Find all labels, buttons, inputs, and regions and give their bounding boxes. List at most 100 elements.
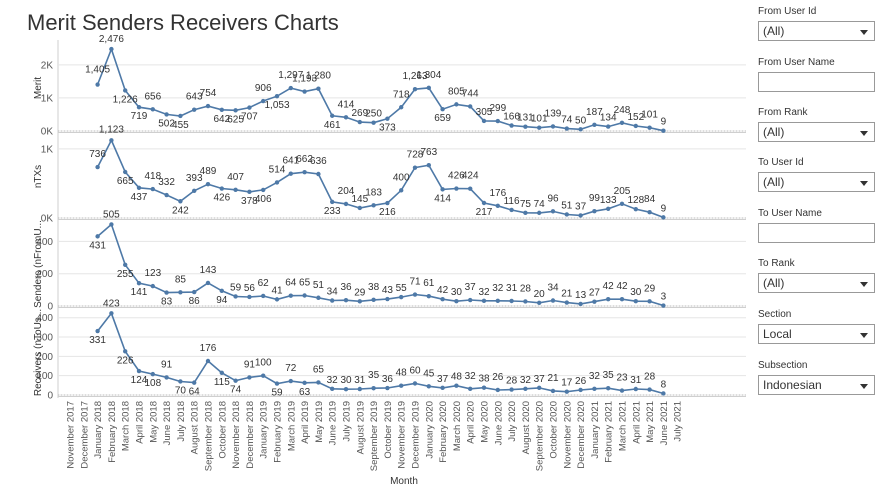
x-tick-label: August 2018 <box>190 401 201 454</box>
data-point <box>633 123 638 129</box>
filter-dropdown[interactable]: (All) <box>758 172 875 192</box>
data-point <box>647 387 652 392</box>
x-tick-label: September 2018 <box>204 401 215 471</box>
data-label: 31 <box>630 375 642 386</box>
data-point <box>371 120 376 125</box>
data-label: 406 <box>255 194 272 205</box>
x-tick-label: April 2018 <box>135 401 146 444</box>
data-point <box>661 215 666 220</box>
data-point <box>481 385 487 390</box>
data-point <box>633 386 638 392</box>
chevron-down-icon[interactable] <box>860 181 868 186</box>
page-title: Merit Senders Receivers Charts <box>27 10 339 35</box>
data-label: 26 <box>492 372 504 383</box>
filter-label: To User Name <box>758 208 822 219</box>
filter-selected-value: (All) <box>763 24 785 38</box>
data-label: 28 <box>644 372 656 383</box>
data-label: 378 <box>241 196 258 207</box>
filter-dropdown[interactable]: (All) <box>758 273 875 293</box>
data-point <box>233 108 238 113</box>
data-point <box>316 380 321 385</box>
data-point <box>537 125 542 130</box>
filter-selected-value: Local <box>763 327 792 341</box>
data-point <box>316 86 321 91</box>
x-tick-label: June 2018 <box>162 401 173 445</box>
data-point <box>95 234 100 239</box>
data-point <box>219 288 224 294</box>
x-tick-label: March 2019 <box>286 401 297 451</box>
data-point <box>564 126 569 131</box>
data-label: 37 <box>534 374 546 385</box>
filter-text-input[interactable] <box>758 72 875 92</box>
data-label: 34 <box>547 283 559 294</box>
data-label: 736 <box>89 149 106 160</box>
filter-dropdown[interactable]: Indonesian <box>758 375 875 395</box>
data-point <box>468 386 473 392</box>
data-point <box>550 298 556 303</box>
chevron-down-icon[interactable] <box>860 282 868 287</box>
x-tick-label: November 2017 <box>66 401 77 469</box>
data-point <box>399 105 404 110</box>
data-label: 9 <box>661 203 667 214</box>
data-point <box>219 186 224 191</box>
filter-text-input[interactable] <box>758 223 875 243</box>
x-axis-title: Month <box>390 476 418 487</box>
x-tick-label: May 2020 <box>480 401 491 443</box>
data-point <box>164 290 169 295</box>
data-label: 744 <box>462 88 479 99</box>
data-point <box>440 385 445 391</box>
filter-label: Section <box>758 309 792 320</box>
data-point <box>495 118 500 124</box>
x-tick-label: November 2020 <box>562 401 573 469</box>
data-label: 205 <box>614 186 631 197</box>
data-label: 37 <box>465 282 477 293</box>
chevron-down-icon[interactable] <box>860 131 868 136</box>
data-point <box>371 386 376 391</box>
filter-dropdown[interactable]: (All) <box>758 122 875 142</box>
y-axis-title: nTXs <box>33 165 44 188</box>
x-tick-label: June 2019 <box>328 401 339 445</box>
data-point <box>495 387 500 393</box>
line-chart: 0K1K2KMerit1,4052,4761,22671965650245564… <box>33 34 746 487</box>
data-point <box>509 298 514 304</box>
data-point <box>274 297 280 302</box>
data-label: 50 <box>575 115 587 126</box>
data-label: 20 <box>534 289 546 300</box>
x-tick-label: March 2018 <box>121 401 132 451</box>
data-label: 242 <box>172 205 189 216</box>
data-point <box>178 199 183 204</box>
data-label: 204 <box>338 186 355 197</box>
data-point <box>136 105 142 110</box>
chevron-down-icon[interactable] <box>860 333 868 338</box>
data-label: 74 <box>534 199 546 210</box>
x-tick-label: February 2018 <box>107 401 118 463</box>
data-label: 35 <box>368 370 380 381</box>
data-label: 59 <box>230 282 242 293</box>
data-label: 17 <box>561 378 573 389</box>
filter-section: Section Local <box>758 309 877 344</box>
data-point <box>109 46 114 52</box>
data-label: 108 <box>144 378 161 389</box>
x-tick-label: December 2018 <box>245 401 256 469</box>
data-point <box>288 171 293 176</box>
data-point <box>274 93 280 99</box>
data-point <box>468 104 473 109</box>
filter-dropdown[interactable]: (All) <box>758 21 875 41</box>
data-label: 62 <box>258 278 270 289</box>
data-point <box>412 381 418 386</box>
data-label: 233 <box>324 206 341 217</box>
data-point <box>205 103 211 109</box>
data-point <box>619 120 625 125</box>
data-point <box>468 186 473 191</box>
data-label: 48 <box>396 368 408 379</box>
filter-dropdown[interactable]: Local <box>758 324 875 344</box>
data-label: 643 <box>186 92 203 103</box>
data-point <box>357 205 362 211</box>
filter-label: From User Name <box>758 57 835 68</box>
chevron-down-icon[interactable] <box>860 384 868 389</box>
data-label: 426 <box>448 171 465 182</box>
chevron-down-icon[interactable] <box>860 30 868 35</box>
data-label: 393 <box>186 173 203 184</box>
filter-from-user-name: From User Name <box>758 57 877 92</box>
data-point <box>219 107 224 112</box>
